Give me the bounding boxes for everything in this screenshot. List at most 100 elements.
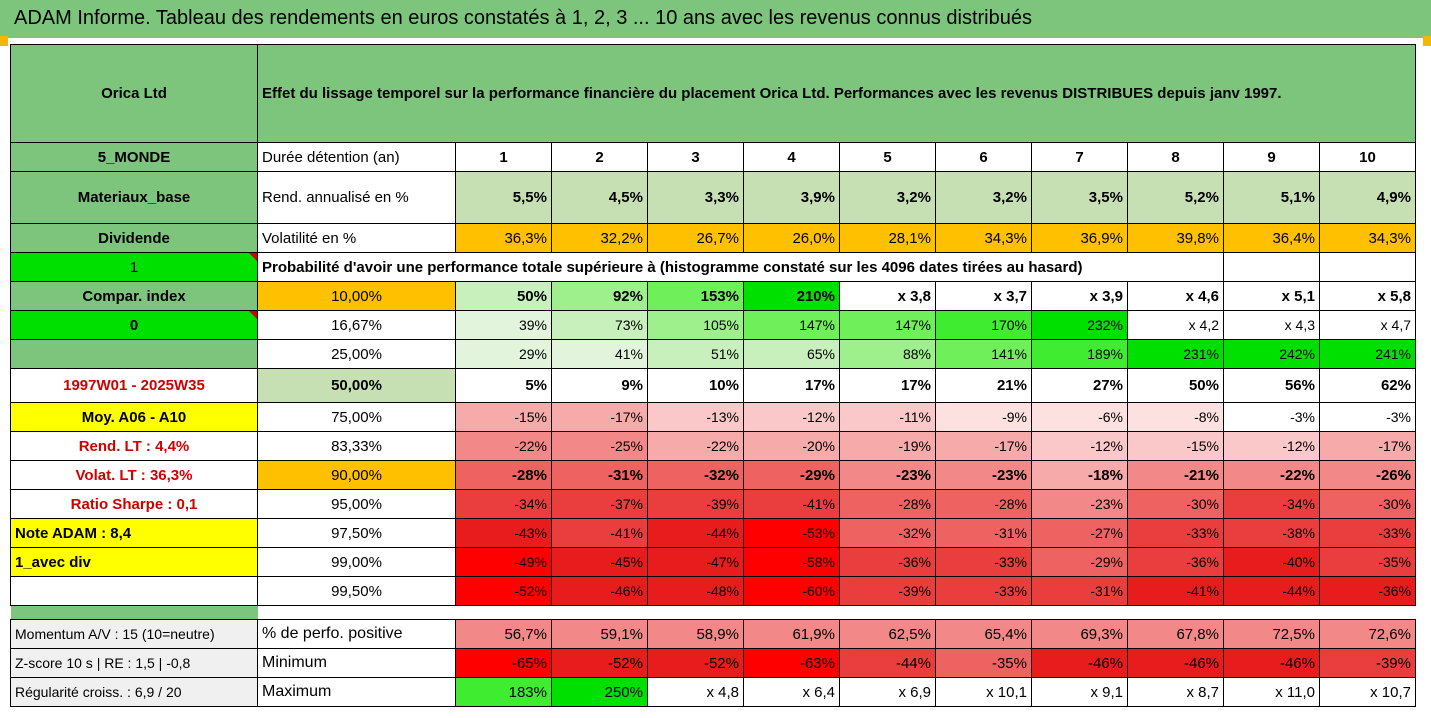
prob-cell: 147%	[743, 310, 840, 340]
prob-cell: -39%	[839, 576, 936, 606]
minimum-cell: -46%	[1031, 648, 1128, 678]
prob-cell: x 5,1	[1223, 281, 1320, 311]
prob-cell: 105%	[647, 310, 744, 340]
perfpos-row: Momentum A/V : 15 (10=neutre)% de perfo.…	[10, 619, 1416, 649]
perfpos-cell: 61,9%	[743, 619, 840, 649]
rend-cell: 4,9%	[1319, 171, 1416, 224]
page-title: ADAM Informe. Tableau des rendements en …	[0, 0, 1431, 38]
volat-cell: 39,8%	[1127, 223, 1224, 253]
prob-cell: -9%	[935, 402, 1032, 432]
rend-cell: 5,2%	[1127, 171, 1224, 224]
prob-threshold: 97,50%	[257, 518, 456, 548]
prob-cell: 153%	[647, 281, 744, 311]
header-row: Orica Ltd Effet du lissage temporel sur l…	[10, 44, 1416, 143]
maximum-cell: x 10,7	[1319, 677, 1416, 707]
prob-cell: -23%	[1031, 489, 1128, 519]
prob-cell: -15%	[1127, 431, 1224, 461]
prob-cell: -52%	[455, 576, 552, 606]
company-name: Orica Ltd	[10, 44, 258, 143]
prob-row: Note ADAM : 8,4 97,50% -43% -41% -44% -53% -32…	[10, 518, 1416, 548]
maximum-cell: x 8,7	[1127, 677, 1224, 707]
prob-cell: -41%	[1127, 576, 1224, 606]
perfpos-left-label: Momentum A/V : 15 (10=neutre)	[10, 619, 258, 649]
prob-cell: 141%	[935, 339, 1032, 369]
period-label: 1997W01 - 2025W35	[10, 368, 258, 403]
perfpos-cell: 59,1%	[551, 619, 648, 649]
prob-cell: -30%	[1127, 489, 1224, 519]
rend-cell: 3,3%	[647, 171, 744, 224]
prob-cell: -26%	[1319, 460, 1416, 490]
prob-row: Rend. LT : 4,4% 83,33% -22% -25% -22% -20% -19…	[10, 431, 1416, 461]
prob-cell: -36%	[1127, 547, 1224, 577]
prob-cell: -34%	[455, 489, 552, 519]
maximum-cell: x 6,4	[743, 677, 840, 707]
prob-cell: -58%	[743, 547, 840, 577]
prob-cell: -46%	[551, 576, 648, 606]
prob-cell: -27%	[1031, 518, 1128, 548]
prob-cell: -21%	[1127, 460, 1224, 490]
prob-cell: -23%	[935, 460, 1032, 490]
prob-cell: -33%	[935, 547, 1032, 577]
prob-cell: 27%	[1031, 368, 1128, 403]
table-description: Effet du lissage temporel sur la perform…	[257, 44, 1416, 143]
avec-div-label: 1_avec div	[10, 547, 258, 577]
prob-cell: -39%	[647, 489, 744, 519]
year-header: 6	[935, 142, 1032, 172]
volat-row: Dividende Volatilité en % 36,3% 32,2% 26,7% 2…	[10, 223, 1416, 253]
prob-cell: 51%	[647, 339, 744, 369]
sector-label: Materiaux_base	[10, 171, 258, 224]
performance-table: Orica Ltd Effet du lissage temporel sur l…	[10, 44, 1416, 707]
prob-cell: -12%	[1223, 431, 1320, 461]
prob-cell: -29%	[1031, 547, 1128, 577]
note-label: Note ADAM : 8,4	[10, 518, 258, 548]
prob-cell: -53%	[743, 518, 840, 548]
volat-cell: 28,1%	[839, 223, 936, 253]
empty-left	[10, 576, 258, 606]
prob-cell: -44%	[647, 518, 744, 548]
prob-cell: -33%	[1319, 518, 1416, 548]
maximum-row: Régularité croiss. : 6,9 / 20 Maximum 183%…	[10, 677, 1416, 707]
empty-cell	[1319, 252, 1416, 282]
prob-cell: -60%	[743, 576, 840, 606]
minimum-cell: -63%	[743, 648, 840, 678]
prob-cell: -3%	[1319, 402, 1416, 432]
prob-cell: -17%	[935, 431, 1032, 461]
year-header: 7	[1031, 142, 1128, 172]
maximum-cell: 250%	[551, 677, 648, 707]
rend-cell: 3,2%	[839, 171, 936, 224]
rend-cell: 5,5%	[455, 171, 552, 224]
prob-cell: 10%	[647, 368, 744, 403]
perfpos-label: % de perfo. positive	[257, 619, 456, 649]
prob-cell: 41%	[551, 339, 648, 369]
minimum-cell: -46%	[1223, 648, 1320, 678]
separator-blank	[258, 606, 1416, 620]
prob-cell: -15%	[455, 402, 552, 432]
prob-cell: 62%	[1319, 368, 1416, 403]
prob-row: 1_avec div 99,00% -49% -45% -47% -58% -36% -33%…	[10, 547, 1416, 577]
perfpos-cell: 72,6%	[1319, 619, 1416, 649]
prob-cell: -48%	[647, 576, 744, 606]
prob-row: Moy. A06 - A10 75,00% -15% -17% -13% -12% -11%…	[10, 402, 1416, 432]
perfpos-cell: 58,9%	[647, 619, 744, 649]
prob-cell: -34%	[1223, 489, 1320, 519]
prob-cell: 56%	[1223, 368, 1320, 403]
prob-cell: 73%	[551, 310, 648, 340]
prob-cell: -30%	[1319, 489, 1416, 519]
maximum-cell: x 10,1	[935, 677, 1032, 707]
prob-cell: -22%	[455, 431, 552, 461]
prob-row: 0 16,67% 39% 73% 105% 147% 147% 170% 232% x 4,2 x …	[10, 310, 1416, 340]
prob-threshold: 99,00%	[257, 547, 456, 577]
rend-cell: 5,1%	[1223, 171, 1320, 224]
prob-threshold: 50,00%	[257, 368, 456, 403]
empty-left	[10, 339, 258, 369]
maximum-cell: x 4,8	[647, 677, 744, 707]
prob-cell: -44%	[1223, 576, 1320, 606]
year-header: 1	[455, 142, 552, 172]
minimum-row: Z-score 10 s | RE : 1,5 | -0,8 Minimum -65…	[10, 648, 1416, 678]
prob-cell: -41%	[551, 518, 648, 548]
prob-cell: -22%	[647, 431, 744, 461]
prob-cell: -17%	[1319, 431, 1416, 461]
prob-cell: 50%	[1127, 368, 1224, 403]
prob-cell: 242%	[1223, 339, 1320, 369]
prob-cell: -32%	[839, 518, 936, 548]
